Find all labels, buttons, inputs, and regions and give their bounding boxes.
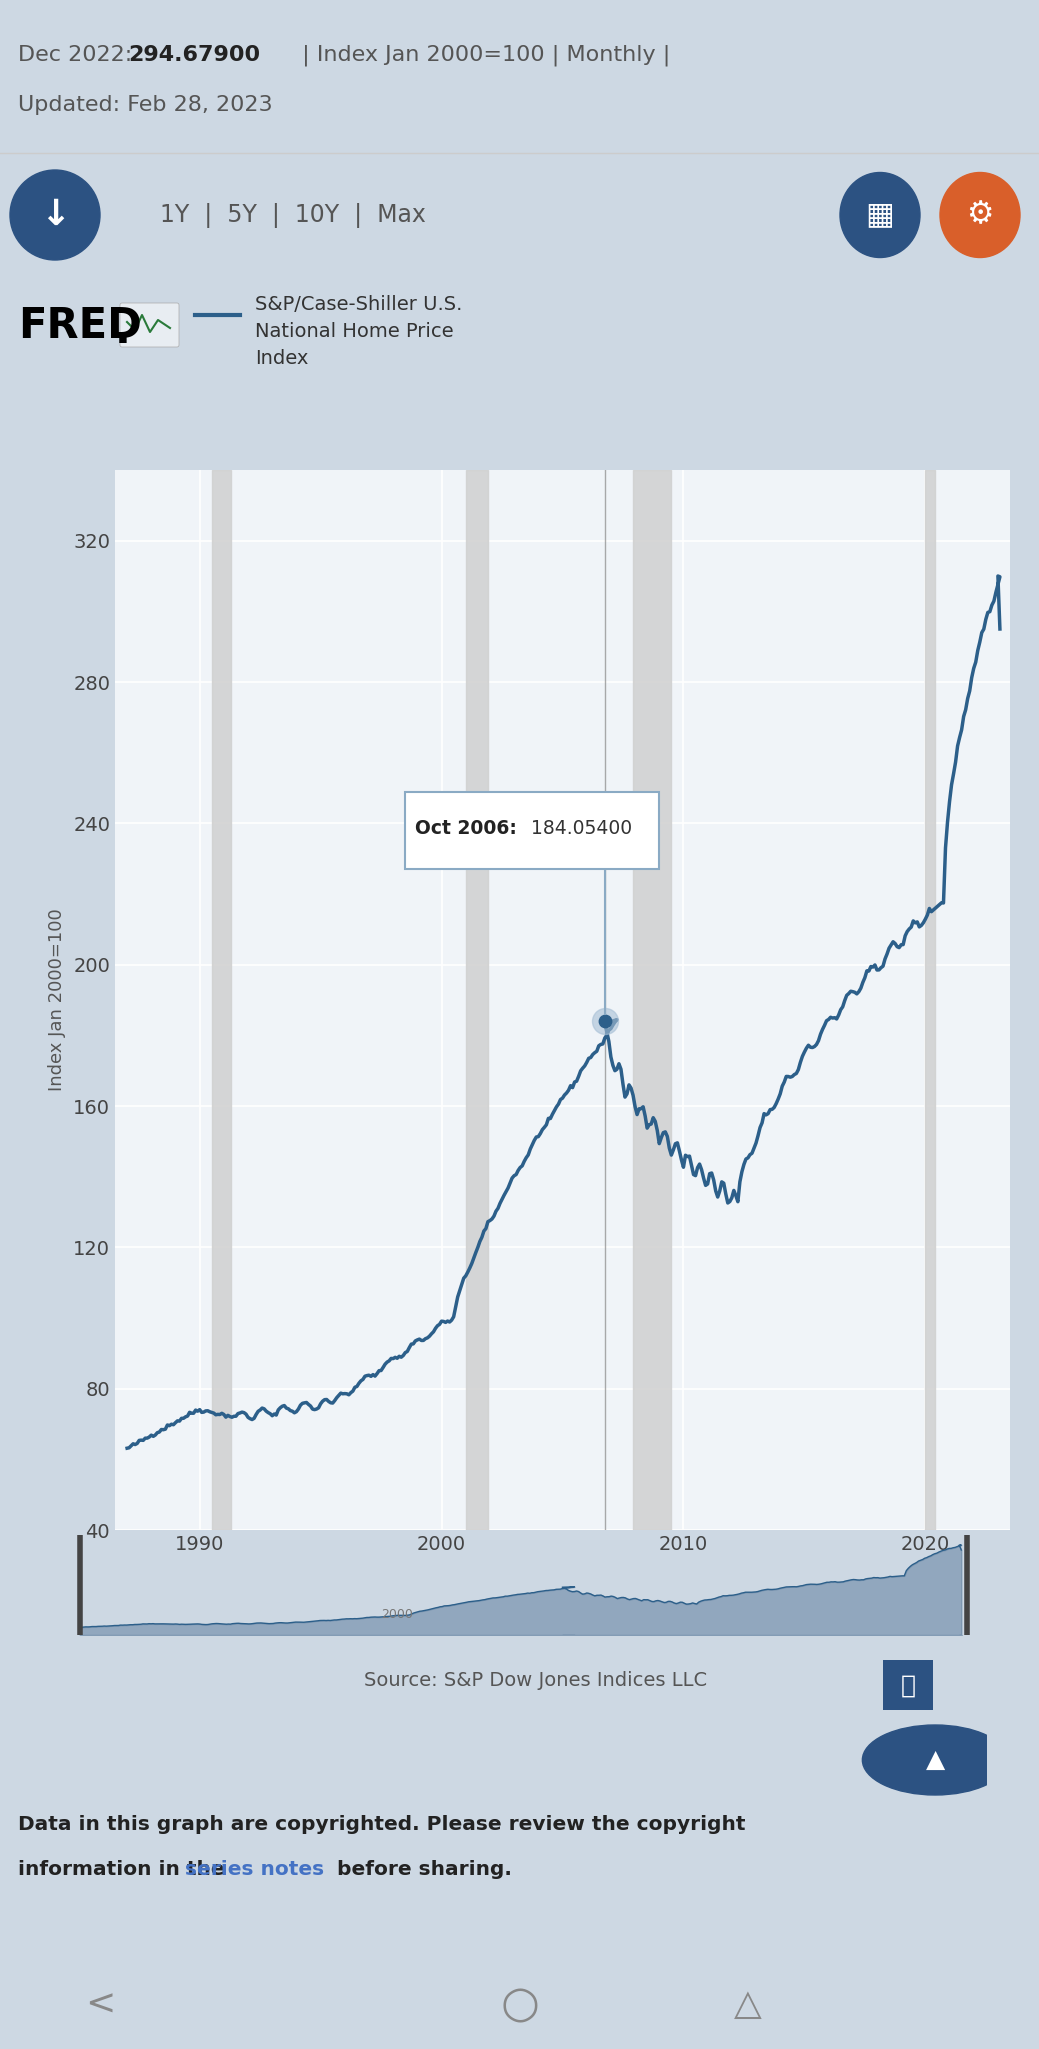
FancyBboxPatch shape — [405, 791, 660, 869]
Text: Dec 2022:: Dec 2022: — [18, 45, 139, 66]
Ellipse shape — [10, 170, 100, 260]
Text: 2000: 2000 — [381, 1608, 414, 1621]
Text: ○: ○ — [500, 1983, 539, 2026]
Text: Source: S&P Dow Jones Indices LLC: Source: S&P Dow Jones Indices LLC — [364, 1672, 707, 1690]
Ellipse shape — [940, 172, 1020, 258]
Text: information in the: information in the — [18, 1860, 232, 1879]
Text: National Home Price: National Home Price — [255, 322, 454, 340]
Text: S&P/Case-Shiller U.S.: S&P/Case-Shiller U.S. — [255, 295, 462, 313]
Text: Updated: Feb 28, 2023: Updated: Feb 28, 2023 — [18, 94, 272, 115]
Bar — [633, 469, 671, 1531]
FancyBboxPatch shape — [119, 303, 179, 346]
Bar — [926, 469, 935, 1531]
Text: Index: Index — [255, 348, 309, 369]
Text: ↓: ↓ — [39, 199, 70, 232]
FancyBboxPatch shape — [883, 1660, 933, 1711]
Ellipse shape — [840, 172, 920, 258]
Point — [596, 1004, 613, 1037]
Text: ⚙: ⚙ — [966, 201, 993, 229]
Text: .: . — [115, 309, 131, 352]
Text: | Index Jan 2000=100 | Monthly |: | Index Jan 2000=100 | Monthly | — [295, 45, 670, 66]
Text: before sharing.: before sharing. — [330, 1860, 512, 1879]
Text: 184.05400: 184.05400 — [531, 820, 632, 838]
Text: Oct 2006:: Oct 2006: — [415, 820, 524, 838]
Point — [596, 1004, 613, 1037]
Text: ▦: ▦ — [865, 201, 895, 229]
Text: 1Y  |  5Y  |  10Y  |  Max: 1Y | 5Y | 10Y | Max — [160, 203, 426, 227]
Text: ⤢: ⤢ — [901, 1674, 915, 1697]
Text: <: < — [85, 1988, 115, 2022]
Text: FRED: FRED — [18, 305, 141, 346]
Bar — [465, 469, 487, 1531]
Text: △: △ — [735, 1988, 762, 2022]
Text: 294.67900: 294.67900 — [128, 45, 260, 66]
Text: series notes: series notes — [185, 1860, 324, 1879]
Bar — [212, 469, 231, 1531]
Circle shape — [862, 1725, 1008, 1795]
Text: ▲: ▲ — [926, 1748, 944, 1772]
Text: Index Jan 2000=100: Index Jan 2000=100 — [49, 908, 66, 1092]
Text: Data in this graph are copyrighted. Please review the copyright: Data in this graph are copyrighted. Plea… — [18, 1815, 746, 1834]
